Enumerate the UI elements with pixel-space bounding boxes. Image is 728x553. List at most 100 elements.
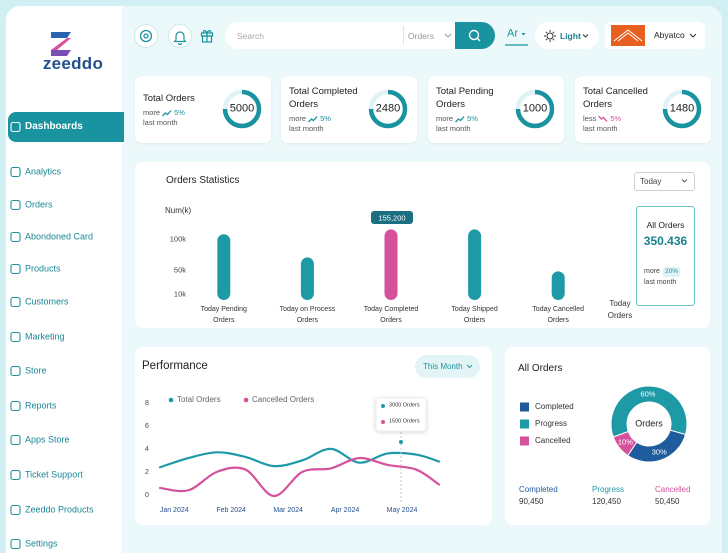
stat-title: Total Cancelled Orders [583, 86, 648, 110]
nav-item[interactable]: Apps Store [25, 434, 70, 445]
summary-box [636, 206, 695, 306]
tooltip-text: 1500 Orders [389, 418, 420, 425]
filter-label[interactable]: Today [640, 176, 662, 186]
y-tick-label: 0 [145, 491, 149, 499]
nav-item[interactable]: Reports [25, 400, 57, 411]
nav-item[interactable]: Dashboards [25, 121, 83, 132]
hover-tooltip [375, 397, 427, 432]
legend-label: Completed [535, 402, 574, 412]
search-divider [403, 26, 404, 45]
nav-item[interactable]: Store [25, 365, 47, 376]
target-icon [139, 29, 153, 43]
chart-card [135, 162, 710, 328]
nav-item[interactable]: Orders [25, 199, 53, 210]
account-name: Abyatco [654, 29, 685, 40]
nav-icon [10, 331, 21, 343]
nav-icon [10, 504, 21, 516]
x-tick-label: Feb 2024 [216, 506, 246, 514]
nav-icon [10, 400, 21, 412]
progress-arc [368, 89, 408, 129]
bar [217, 234, 231, 300]
nav-item[interactable]: Zeeddo Products [25, 504, 94, 515]
nav-item[interactable]: Customers [25, 296, 69, 307]
x-tick-label: Today Completed Orders [363, 306, 419, 324]
trend-arrow [162, 109, 172, 116]
filter-label[interactable]: This Month [423, 361, 463, 371]
sun-icon [544, 30, 556, 42]
legend-label: Cancelled [535, 436, 571, 446]
search-input[interactable]: Search [237, 30, 264, 41]
filter-select[interactable] [634, 172, 695, 191]
nav-item[interactable]: Marketing [25, 331, 65, 342]
arrow-line [598, 115, 608, 122]
chart-title: Orders Statistics [166, 175, 240, 186]
nav-icon [10, 231, 21, 243]
donut-slice [627, 429, 687, 463]
caret [521, 33, 526, 36]
trend-change: 5% [610, 114, 622, 123]
total-value: 120,450 [592, 497, 621, 507]
donut-slice [612, 430, 638, 457]
search-scope[interactable]: Orders [408, 30, 434, 41]
slice-label: 30% [651, 447, 667, 457]
sidebar [6, 6, 136, 553]
stat-title: Total Orders [143, 92, 195, 104]
stat-title: Total Completed Orders [289, 86, 358, 110]
logo-mark [51, 32, 71, 56]
bar [384, 229, 398, 300]
stat-period: last month [143, 117, 178, 127]
nav-icon [10, 199, 21, 211]
bar-tooltip-text: 155,200 [378, 213, 406, 222]
nav-item[interactable]: Products [25, 263, 61, 274]
chevron [689, 33, 697, 38]
stat-value: 1000 [522, 102, 548, 115]
bar-tooltip [371, 211, 413, 224]
legend-swatch [520, 402, 529, 412]
nav-active[interactable] [8, 112, 124, 142]
x-tick-label: Today Cancelled Orders [532, 306, 585, 324]
summary-trend: more [644, 267, 660, 275]
legend-swatch [520, 419, 529, 429]
arrow-line [162, 109, 172, 116]
legend-label: Progress [535, 419, 568, 429]
y-tick-label: 100k [169, 234, 186, 244]
stat-trend: less 5% [583, 114, 669, 124]
search-icon [468, 29, 481, 42]
nav-icon [10, 296, 21, 308]
nav-item[interactable]: Analytics [25, 166, 62, 177]
stat-title: Total Pending Orders [436, 86, 494, 110]
nav-item[interactable]: Settings [25, 538, 58, 549]
extra-label: Today Orders [607, 299, 633, 320]
stat-card [428, 76, 564, 143]
arrow-line [308, 116, 318, 123]
language-switch[interactable]: Ar [507, 27, 518, 40]
tooltip-text: 3000 Orders [389, 402, 420, 409]
search-box[interactable] [225, 22, 456, 49]
stat-text: Total Pending Orders more 5% last month [436, 76, 522, 143]
line-series [158, 456, 441, 498]
summary-title: All Orders [646, 219, 685, 230]
chart-title: Performance [142, 360, 208, 373]
theme-label: Light [560, 30, 581, 41]
progress-arc [222, 89, 262, 129]
bar [551, 271, 565, 300]
icon-button[interactable] [134, 24, 158, 48]
nav-icon [10, 434, 21, 446]
legend-dot [168, 397, 174, 403]
tooltip-dot [381, 404, 385, 408]
stat-card [135, 76, 271, 143]
donut-center-label: Orders [635, 418, 663, 429]
progress-arc [662, 89, 702, 129]
search-button[interactable] [455, 22, 495, 49]
tooltip-dot [381, 420, 385, 424]
filter-select[interactable] [415, 355, 480, 378]
nav-item[interactable]: Ticket Support [25, 469, 83, 480]
progress-arc [515, 89, 555, 129]
nav-icon [10, 538, 21, 550]
nav-icon [10, 469, 21, 481]
nav-item[interactable]: Abondoned Card [25, 231, 94, 242]
nav-icon [10, 121, 21, 133]
y-tick-label: 2 [145, 468, 149, 476]
brand-name: zeeddo [42, 53, 104, 73]
